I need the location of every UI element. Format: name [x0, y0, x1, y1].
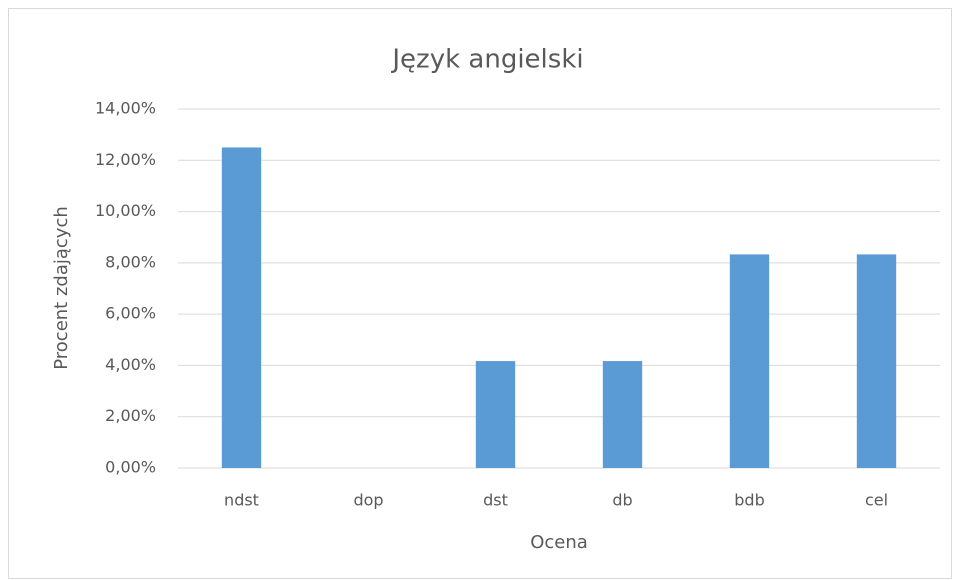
y-axis-label: Procent zdających [51, 206, 72, 370]
x-tick-label: dst [483, 491, 508, 510]
bar [475, 361, 516, 468]
y-tick-label: 0,00% [105, 458, 156, 477]
y-tick-label: 12,00% [95, 150, 156, 169]
y-tick-label: 10,00% [95, 201, 156, 220]
y-tick-label: 2,00% [105, 406, 156, 425]
y-tick-label: 6,00% [105, 304, 156, 323]
x-tick-label: db [612, 491, 632, 510]
bar [602, 361, 643, 468]
bar [729, 254, 770, 468]
x-axis-label: Ocena [530, 532, 588, 553]
x-tick-label: ndst [224, 491, 259, 510]
y-tick-label: 4,00% [105, 355, 156, 374]
bar [221, 147, 262, 468]
bar [856, 254, 897, 468]
x-tick-label: cel [865, 491, 888, 510]
x-tick-label: dop [353, 491, 383, 510]
chart-border [8, 8, 952, 579]
chart-title: Język angielski [390, 45, 583, 75]
y-tick-label: 14,00% [95, 99, 156, 118]
y-tick-label: 8,00% [105, 252, 156, 271]
x-tick-label: bdb [734, 491, 764, 510]
